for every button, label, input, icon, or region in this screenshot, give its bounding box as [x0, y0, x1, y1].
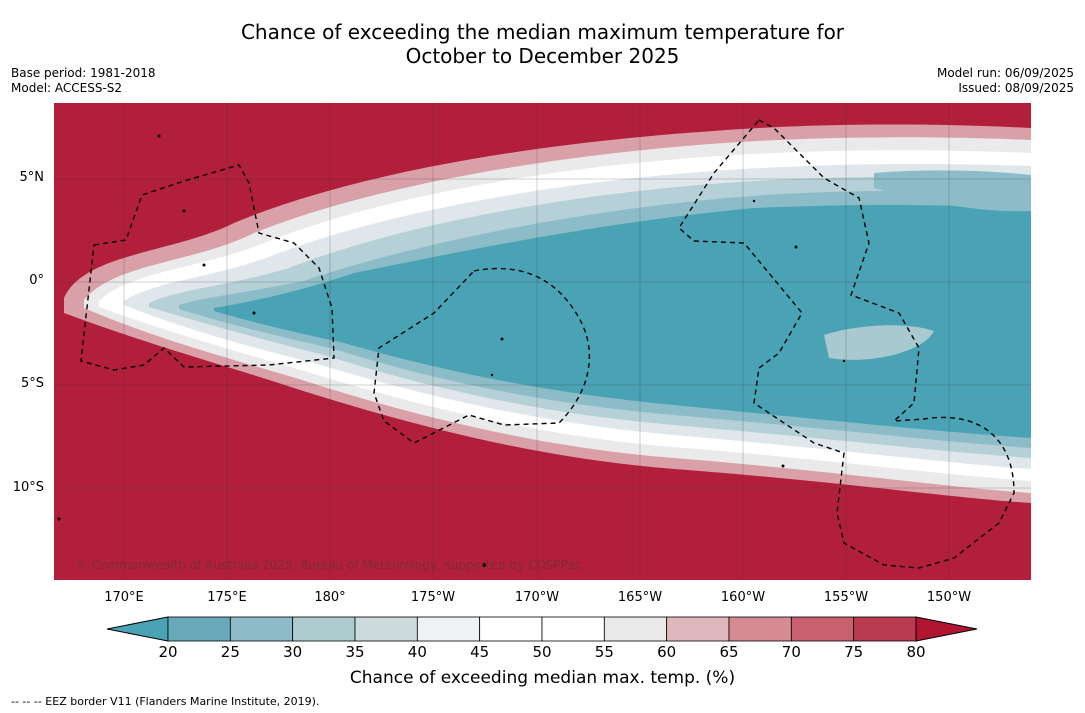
colorbar-tick-label: 80: [906, 643, 926, 661]
colorbar-cell: [354, 616, 418, 642]
title-line-1: Chance of exceeding the median maximum t…: [240, 20, 845, 44]
lat-label-5n: 5°N: [19, 170, 45, 185]
lon-label-155w: 155°W: [823, 590, 869, 605]
lon-label-170e: 170°E: [104, 590, 144, 605]
map-canvas: [54, 103, 1031, 580]
colorbar-cell: [292, 616, 356, 642]
lon-label-180: 180°: [314, 590, 346, 605]
colorbar-tick-label: 60: [657, 643, 677, 661]
base-period-text: Base period: 1981-2018: [11, 66, 156, 80]
lon-label-170w: 170°W: [514, 590, 560, 605]
colorbar-cell: [728, 616, 792, 642]
colorbar-low-arrow: [107, 616, 169, 642]
colorbar-cell: [790, 616, 855, 642]
colorbar-cells: [167, 616, 917, 642]
lon-label-150w: 150°W: [926, 590, 972, 605]
colorbar-tick-label: 65: [719, 643, 739, 661]
pale-patch-east: [824, 325, 934, 360]
colorbar-tick-label: 25: [220, 643, 240, 661]
lat-label-10s: 10°S: [12, 480, 44, 495]
band-20-core: [214, 204, 1031, 438]
colorbar-tick-label: 30: [283, 643, 303, 661]
colorbar-tick-label: 35: [345, 643, 365, 661]
lon-label-165w: 165°W: [617, 590, 663, 605]
colorbar-cell: [541, 616, 605, 642]
colorbar-tick-label: 70: [781, 643, 801, 661]
colorbar-cell: [167, 616, 231, 642]
colorbar-cell: [603, 616, 668, 642]
colorbar-tick-label: 50: [532, 643, 552, 661]
lon-label-175w: 175°W: [410, 590, 456, 605]
model-run-text: Model run: 06/09/2025: [936, 66, 1074, 80]
islands: [57, 134, 846, 567]
title-line-2: October to December 2025: [405, 44, 680, 68]
lon-label-175e: 175°E: [207, 590, 247, 605]
forecast-map: [54, 103, 1031, 580]
model-text: Model: ACCESS-S2: [11, 81, 123, 95]
copyright-text: © Commonwealth of Australia 2025, Bureau…: [76, 558, 582, 572]
eez-borders: [80, 119, 1015, 569]
colorbar-tick-label: 20: [158, 643, 178, 661]
colorbar-tick-label: 40: [407, 643, 427, 661]
colorbar-cell: [229, 616, 294, 642]
issued-text: Issued: 08/09/2025: [958, 81, 1074, 95]
colorbar-tick-label: 75: [844, 643, 864, 661]
colorbar-label: Chance of exceeding median max. temp. (%…: [349, 668, 736, 688]
lon-label-160w: 160°W: [720, 590, 766, 605]
colorbar-cell: [666, 616, 730, 642]
pale-patch-north: [874, 170, 1031, 212]
model-info: Base period: 1981-2018 Model: ACCESS-S2: [11, 66, 156, 96]
graticule: [54, 103, 1031, 580]
lat-label-5s: 5°S: [20, 376, 44, 391]
colorbar-cell: [416, 616, 481, 642]
colorbar: [107, 616, 977, 642]
colorbar-high-arrow: [915, 616, 977, 642]
colorbar-tick-label: 45: [470, 643, 490, 661]
map-title: Chance of exceeding the median maximum t…: [0, 20, 1085, 68]
eez-footnote: -- -- -- EEZ border V11 (Flanders Marine…: [11, 695, 320, 708]
colorbar-tick-label: 55: [594, 643, 614, 661]
lat-label-eq: 0°: [29, 273, 44, 288]
run-info: Model run: 06/09/2025 Issued: 08/09/2025: [937, 66, 1074, 96]
colorbar-cell: [853, 616, 917, 642]
colorbar-cell: [479, 616, 543, 642]
